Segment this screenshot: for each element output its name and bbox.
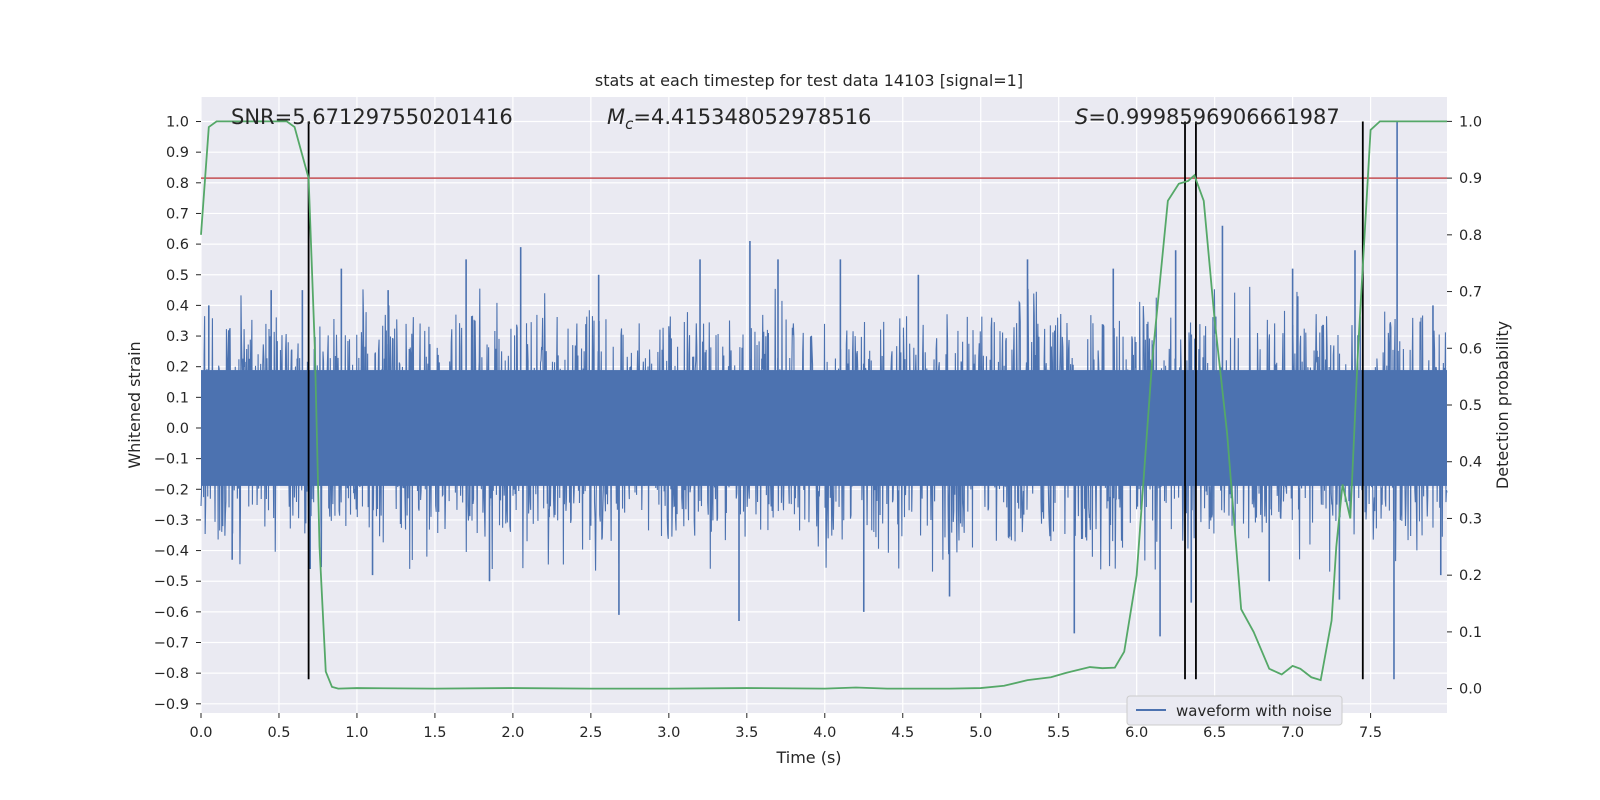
y-left-tick-label: −0.8 xyxy=(154,666,189,682)
mc-subscript: c xyxy=(625,115,634,133)
y-left-tick-label: −0.1 xyxy=(154,452,189,468)
y-left-tick-label: 1.0 xyxy=(166,115,189,131)
y-right-tick-label: 0.4 xyxy=(1459,455,1482,471)
y-left-tick-label: 0.8 xyxy=(166,176,189,192)
y-right-tick-label: 0.5 xyxy=(1459,398,1482,414)
legend-box xyxy=(1126,695,1343,726)
y-left-tick-label: 0.7 xyxy=(166,206,189,222)
x-axis-label: Time (s) xyxy=(775,748,841,767)
x-tick-label: 6.5 xyxy=(1203,725,1226,741)
x-tick-label: 4.5 xyxy=(891,725,914,741)
vertical-markers xyxy=(307,121,1364,680)
y-left-axis-ticks: 1.0 0.9 0.8 0.7 0.6 0.5 0.4 0.3 0.2 0.1 0.0 −0.1 −0.… xyxy=(154,115,201,713)
mc-symbol: M xyxy=(607,105,625,129)
x-tick-label: 0.0 xyxy=(189,725,212,741)
x-tick-label: 4.0 xyxy=(813,725,836,741)
s-value: =0.9998596906661987 xyxy=(1088,105,1339,129)
x-tick-label: 1.0 xyxy=(345,725,368,741)
x-tick-label: 2.5 xyxy=(579,725,602,741)
x-tick-label: 0.5 xyxy=(267,725,290,741)
y-right-tick-label: 0.2 xyxy=(1459,568,1482,584)
y-right-tick-label: 0.8 xyxy=(1459,228,1482,244)
x-tick-label: 3.0 xyxy=(657,725,680,741)
y-left-tick-label: 0.6 xyxy=(166,237,189,253)
y-left-tick-label: 0.1 xyxy=(166,390,189,406)
s-annotation: S=0.9998596906661987 xyxy=(1075,105,1340,129)
x-tick-label: 2.0 xyxy=(501,725,524,741)
y-right-tick-label: 0.7 xyxy=(1459,285,1482,301)
x-tick-label: 7.0 xyxy=(1281,725,1304,741)
y-left-tick-label: 0.9 xyxy=(166,145,189,161)
legend: waveform with noise xyxy=(1126,695,1343,726)
y-left-tick-label: −0.4 xyxy=(154,544,189,560)
probability-line xyxy=(200,120,1447,690)
y-left-tick-label: −0.3 xyxy=(154,513,189,529)
x-tick-label: 5.0 xyxy=(969,725,992,741)
y-right-tick-label: 0.6 xyxy=(1459,341,1482,357)
s-symbol: S xyxy=(1075,105,1088,129)
y-left-axis-label: Whitened strain xyxy=(125,341,144,468)
y-right-tick-label: 0.3 xyxy=(1459,511,1482,527)
x-tick-label: 3.5 xyxy=(735,725,758,741)
y-left-tick-label: −0.5 xyxy=(154,574,189,590)
x-tick-label: 1.5 xyxy=(423,725,446,741)
snr-annotation: SNR=5.671297550201416 xyxy=(231,105,513,129)
y-left-tick-label: 0.4 xyxy=(166,298,189,314)
y-left-tick-label: −0.6 xyxy=(154,605,189,621)
y-right-tick-label: 0.0 xyxy=(1459,682,1482,698)
y-left-tick-label: 0.5 xyxy=(166,268,189,284)
x-tick-label: 6.0 xyxy=(1125,725,1148,741)
y-right-tick-label: 0.9 xyxy=(1459,171,1482,187)
y-left-tick-label: 0.0 xyxy=(166,421,189,437)
y-left-tick-label: −0.7 xyxy=(154,636,189,652)
chart-title: stats at each timestep for test data 141… xyxy=(595,71,1023,90)
waveform-series xyxy=(200,121,1448,680)
y-right-tick-label: 0.1 xyxy=(1459,625,1482,641)
y-right-tick-label: 1.0 xyxy=(1459,114,1482,130)
y-right-axis-ticks: 1.0 0.9 0.8 0.7 0.6 0.5 0.4 0.3 0.2 0.1 0.0 xyxy=(1447,114,1482,698)
y-left-tick-label: 0.3 xyxy=(166,329,189,345)
y-left-tick-label: −0.2 xyxy=(154,482,189,498)
waveform-core-band xyxy=(201,370,1447,486)
y-right-axis-label: Detection probability xyxy=(1493,321,1512,489)
probability-series xyxy=(200,120,1447,690)
y-left-tick-label: 0.2 xyxy=(166,360,189,376)
mc-annotation: Mc=4.415348052978516 xyxy=(607,105,871,133)
x-axis-ticks: 0.0 0.5 1.0 1.5 2.0 2.5 3.0 3.5 4.0 4.5 5.0 5.5 6.0 6… xyxy=(189,713,1382,741)
y-left-tick-label: −0.9 xyxy=(154,697,189,713)
mc-value: =4.415348052978516 xyxy=(633,105,871,129)
x-tick-label: 5.5 xyxy=(1047,725,1070,741)
legend-label-waveform: waveform with noise xyxy=(1176,702,1332,720)
x-tick-label: 7.5 xyxy=(1359,725,1382,741)
